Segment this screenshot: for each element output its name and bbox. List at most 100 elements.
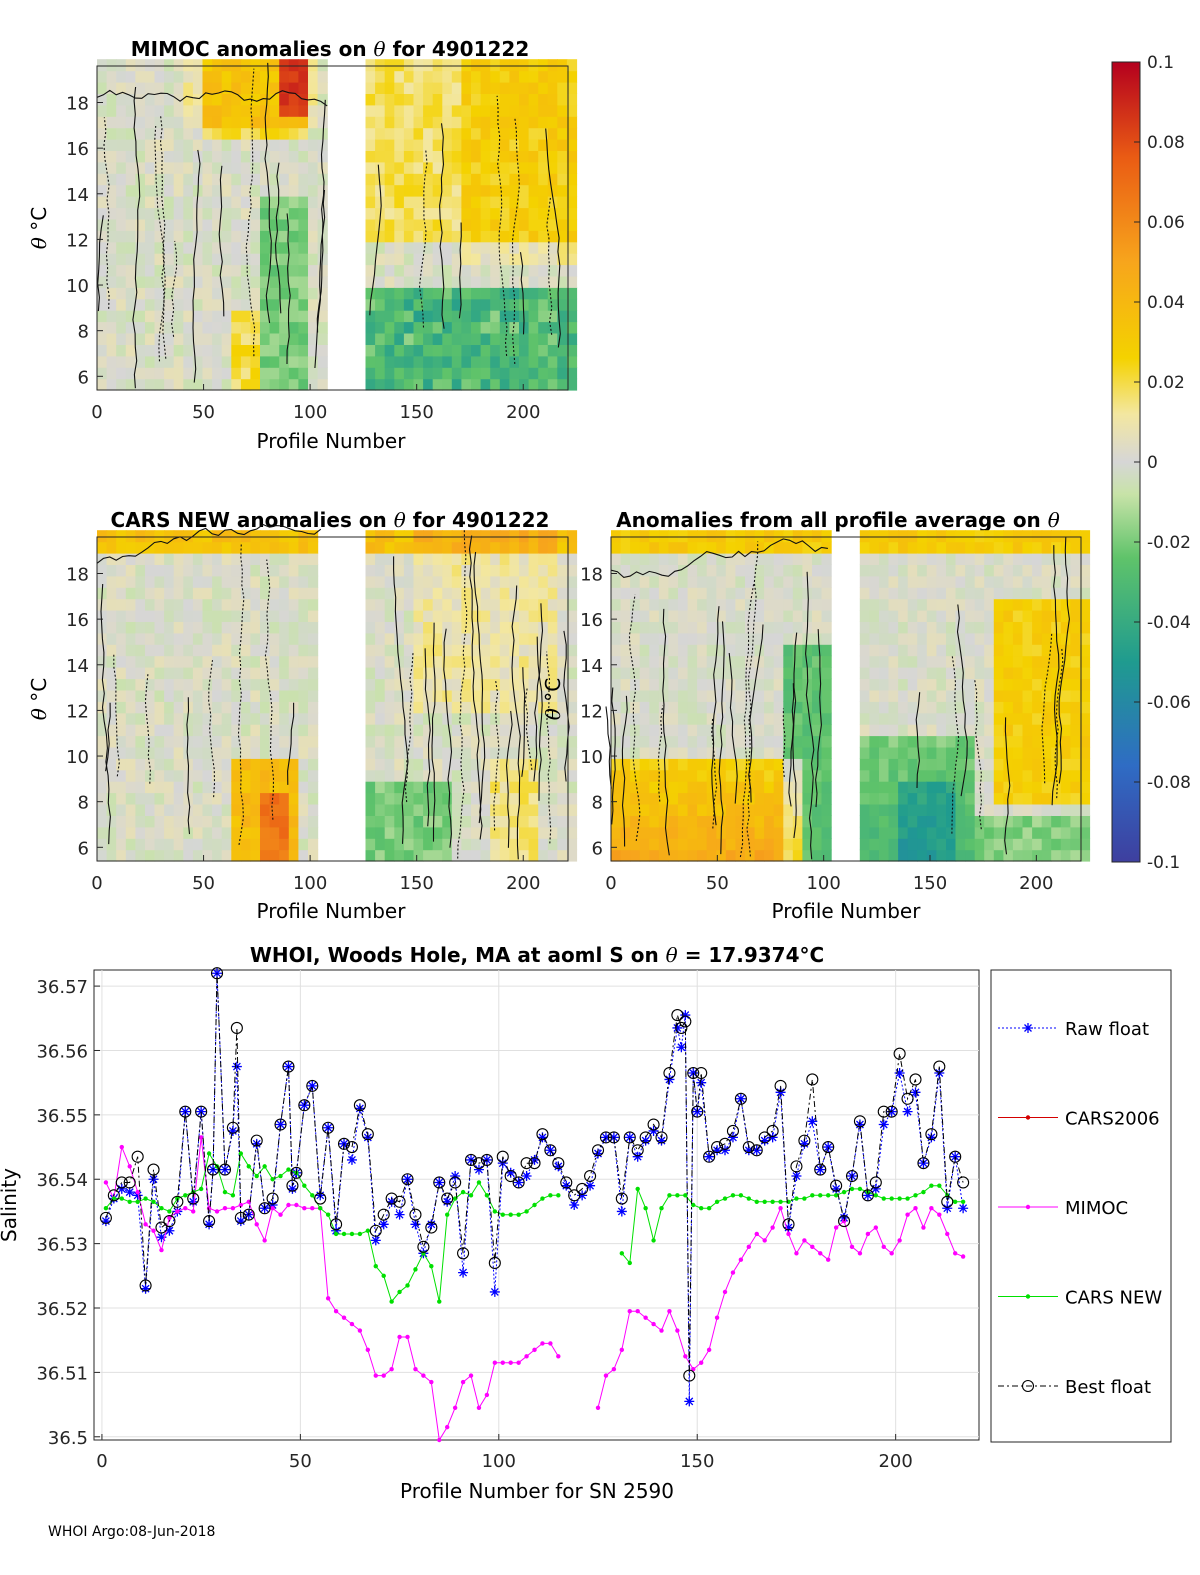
heatmap-cell [125,769,136,782]
heatmap-cell [384,82,395,94]
heatmap-cell [1070,575,1081,588]
heatmap-cell [413,678,424,691]
heatmap-cell [202,575,213,588]
heatmap-cell [135,735,146,748]
heatmap-cell [668,781,679,794]
heatmap-cell [697,610,708,622]
heatmap-cell [993,610,1004,622]
heatmap-cell [308,275,319,288]
heatmap-cell [221,781,232,794]
heatmap-cell [394,746,405,759]
heatmap-cell [154,378,165,391]
heatmap-cell [260,127,271,140]
heatmap-cell [869,712,880,725]
heatmap-cell [716,781,727,794]
heatmap-cell [269,701,280,714]
heatmap-cell [451,792,462,805]
heatmap-cell [687,667,698,680]
heatmap-cell [946,689,957,702]
heatmap-cell [384,838,395,851]
heatmap-cell [859,632,870,645]
heatmap-cell [557,196,568,209]
heatmap-cell [471,378,482,391]
heatmap-cell [135,355,146,368]
heatmap-cell [116,667,127,680]
heatmap-cell [509,321,520,334]
heatmap-cell [538,139,549,151]
heatmap-cell [384,815,395,828]
heatmap-cell [1012,689,1024,702]
heatmap-cell [125,826,136,839]
heatmap-cell [898,735,909,748]
heatmap-cell [298,769,309,782]
heatmap-cell [125,530,136,543]
heatmap-cell [403,196,415,209]
colorbar-tick-label: -0.1 [1147,853,1180,873]
heatmap-cell [394,321,405,334]
heatmap-cell [1070,735,1081,748]
heatmap-cell [706,621,717,634]
heatmap-cell [451,161,462,174]
heatmap-cell [499,196,510,209]
cars-new-point [468,1193,474,1198]
legend-item-cars-new[interactable]: CARS NEW [998,1288,1162,1309]
heatmap-cell [528,70,539,83]
heatmap-cell [442,264,453,277]
heatmap-cell [1041,678,1052,691]
best-float-point [853,1115,866,1128]
mimoc-point [135,1189,140,1195]
heatmap-cell [106,310,117,323]
heatmap-cell [298,184,309,197]
heatmap-cell [802,746,813,759]
heatmap-cell [706,553,717,565]
legend-item-cars2006[interactable]: CARS2006 [998,1109,1160,1130]
heatmap-cell [250,815,261,828]
heatmap-cell [106,355,117,368]
cars-new-point [476,1180,482,1185]
heatmap-cell [461,184,472,197]
heatmap-cell [499,173,510,186]
mimoc-point [460,1379,466,1385]
heatmap-cell [735,815,746,828]
heatmap-cell [812,564,823,577]
heatmap-cell [716,644,727,657]
heatmap-cell [365,116,376,129]
heatmap-cell [499,127,510,140]
heatmap-cell [145,218,156,231]
legend-item-raw-float[interactable]: Raw float [998,1019,1149,1040]
heatmap-cell [173,689,184,702]
heatmap-cell [907,701,918,714]
heatmap-cell [821,644,832,657]
heatmap-cell [221,93,232,106]
heatmap-cell [471,173,482,186]
heatmap-cell [231,564,242,577]
heatmap-cell [611,758,622,771]
heatmap-cell [1070,644,1081,657]
heatmap-cell [384,530,395,543]
heatmap-cell [557,70,568,83]
heatmap-cell [202,184,213,197]
heatmap-cell [394,310,405,323]
heatmap-cell [183,587,194,600]
raw-float-point [577,1190,588,1201]
heatmap-cell [926,804,937,816]
legend-item-best-float[interactable]: Best float [998,1377,1151,1398]
heatmap-cell [423,587,434,600]
heatmap-cell [1003,553,1014,565]
heatmap-cell [250,712,261,725]
legend-item-mimoc[interactable]: MIMOC [998,1198,1128,1219]
heatmap-cell [212,378,223,391]
mimoc-point [667,1309,672,1314]
contour-line [97,215,104,312]
heatmap-cell [97,230,108,243]
contour-line [536,636,543,801]
best-float-point [512,1176,525,1189]
heatmap-cell [658,746,670,759]
heatmap-cell [221,541,232,554]
heatmap-cell [1032,838,1043,851]
heatmap-cell [308,769,319,782]
heatmap-cell [365,553,376,565]
heatmap-cell [279,826,290,839]
heatmap-cell [955,678,966,691]
heatmap-cell [1003,712,1014,725]
